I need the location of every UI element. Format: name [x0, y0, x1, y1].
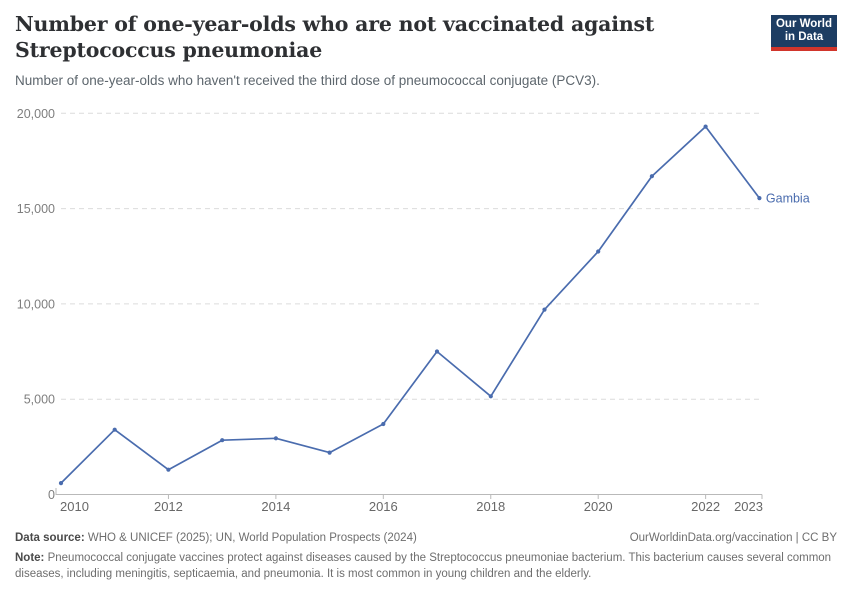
data-point[interactable]: [488, 394, 493, 399]
data-point[interactable]: [542, 307, 547, 312]
x-axis-tick-label: 2010: [60, 499, 89, 514]
license-link[interactable]: OurWorldinData.org/vaccination | CC BY: [629, 532, 837, 544]
data-point[interactable]: [166, 467, 171, 472]
data-point[interactable]: [703, 124, 708, 129]
data-point[interactable]: [596, 249, 601, 254]
data-point[interactable]: [112, 427, 117, 432]
logo-text-line1: Our World: [775, 17, 832, 30]
x-axis-tick-label: 2018: [476, 499, 505, 514]
y-axis-tick-label: 20,000: [17, 107, 55, 121]
data-point[interactable]: [757, 196, 762, 201]
note-label: Note:: [15, 552, 45, 564]
x-axis-tick-label: 2014: [261, 499, 290, 514]
data-point[interactable]: [273, 436, 278, 441]
x-axis-tick-label: 2022: [691, 499, 720, 514]
data-source-value: WHO & UNICEF (2025); UN, World Populatio…: [84, 532, 417, 544]
x-axis-tick-label: 2023: [734, 499, 763, 514]
gridlines-layer: 0 5,000 10,000 15,000 20,000: [17, 107, 762, 502]
data-point[interactable]: [434, 349, 440, 354]
y-axis-tick-label: 10,000: [17, 297, 55, 311]
logo-text-line2: in Data: [784, 31, 824, 43]
x-axis-tick-label: 2016: [369, 499, 398, 514]
data-series-layer: [58, 124, 762, 486]
axes-layer: 2010 2012 2014 2016 2018 2020 2022 2023: [55, 488, 763, 514]
y-axis-tick-label: 0: [48, 488, 55, 502]
y-axis-tick-label: 15,000: [17, 202, 55, 216]
data-point[interactable]: [58, 481, 64, 486]
x-axis-tick-label: 2020: [584, 499, 613, 514]
owid-logo[interactable]: Our World in Data: [771, 15, 837, 51]
page-title: Number of one-year-olds who are not vacc…: [15, 12, 760, 63]
footer-source-row: Data source: WHO & UNICEF (2025); UN, Wo…: [15, 532, 837, 544]
data-line-gambia[interactable]: [60, 125, 761, 484]
footer-note: Note: Pneumococcal conjugate vaccines pr…: [15, 551, 839, 582]
data-source-text: Data source: WHO & UNICEF (2025); UN, Wo…: [15, 532, 417, 544]
data-source-label: Data source:: [15, 532, 85, 544]
title-line-1: Number of one-year-olds who are not vacc…: [15, 12, 655, 36]
data-point[interactable]: [220, 438, 225, 443]
chart-subtitle: Number of one-year-olds who haven't rece…: [15, 73, 600, 88]
series-label-gambia[interactable]: Gambia: [766, 191, 810, 205]
data-point[interactable]: [649, 174, 655, 179]
data-point[interactable]: [327, 450, 332, 455]
note-value: Pneumococcal conjugate vaccines protect …: [15, 552, 832, 580]
x-axis-tick-label: 2012: [154, 499, 183, 514]
data-point[interactable]: [381, 421, 386, 427]
y-axis-tick-label: 5,000: [24, 393, 55, 407]
title-line-2: Streptococcus pneumoniae: [15, 37, 323, 62]
